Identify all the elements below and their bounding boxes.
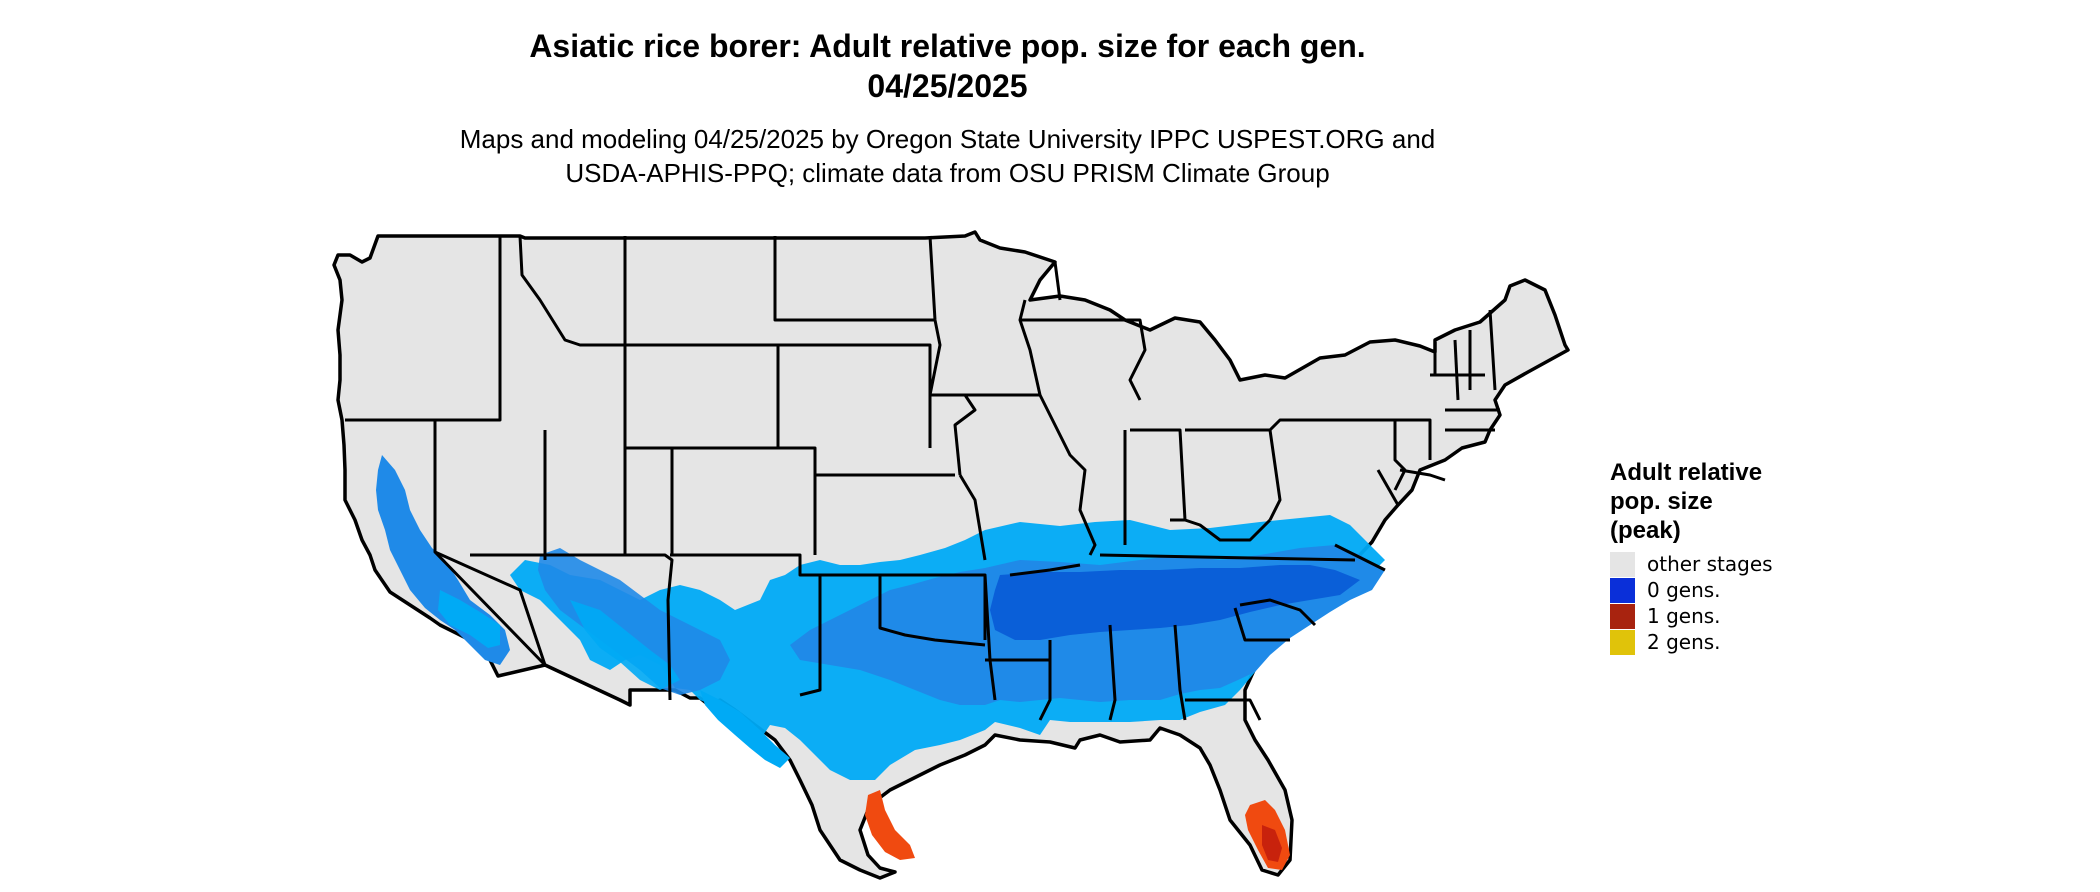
legend-swatch [1610, 629, 1635, 655]
legend-label: other stages [1647, 552, 1773, 576]
zone-arizona-light [570, 600, 680, 690]
legend-swatch [1610, 551, 1635, 577]
legend-item-0-gens: 0 gens. [1610, 577, 1830, 603]
zone-deep-blue [990, 565, 1360, 640]
subtitle-line-2: USDA-APHIS-PPQ; climate data from OSU PR… [565, 158, 1330, 188]
legend-title-line-2: pop. size [1610, 488, 1713, 515]
legend-item-1-gens: 1 gens. [1610, 603, 1830, 629]
legend-item-other-stages: other stages [1610, 551, 1830, 577]
legend-label: 2 gens. [1647, 630, 1721, 654]
legend-title-line-3: (peak) [1610, 517, 1681, 544]
state-borders [345, 235, 1500, 721]
subtitle-line-1: Maps and modeling 04/25/2025 by Oregon S… [459, 124, 1436, 154]
zone-arizona [538, 548, 730, 695]
zone-texas [700, 690, 790, 768]
legend-item-2-gens: 2 gens. [1610, 629, 1830, 655]
legend-label: 0 gens. [1647, 578, 1721, 602]
legend-swatch [1610, 577, 1635, 603]
legend-title: Adult relative pop. size (peak) [1610, 458, 1830, 545]
zone-florida-red [1262, 825, 1282, 862]
legend: Adult relative pop. size (peak) other st… [1610, 458, 1830, 655]
legend-swatch [1610, 603, 1635, 629]
zone-texas-orange [865, 790, 915, 860]
legend-label: 1 gens. [1647, 604, 1721, 628]
title-line-2: 04/25/2025 [867, 68, 1028, 104]
zone-california-light [438, 590, 500, 648]
title-line-1: Asiatic rice borer: Adult relative pop. … [529, 28, 1366, 64]
legend-title-line-1: Adult relative [1610, 459, 1763, 486]
map-title: Asiatic rice borer: Adult relative pop. … [0, 26, 1895, 106]
map-subtitle: Maps and modeling 04/25/2025 by Oregon S… [0, 122, 1895, 190]
